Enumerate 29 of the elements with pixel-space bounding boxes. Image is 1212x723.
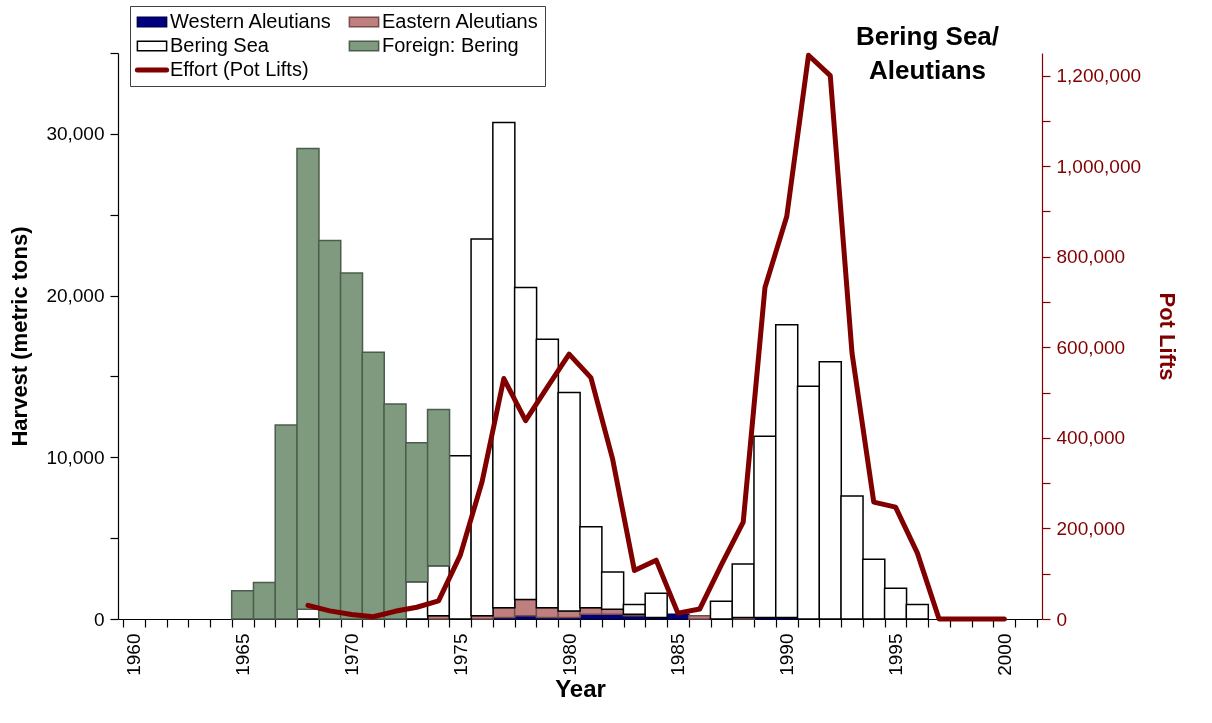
x-tick-label: 1975 — [449, 633, 471, 676]
y-tick-label: 10,000 — [46, 446, 105, 468]
y2-tick-label: 1,200,000 — [1056, 65, 1142, 87]
y-tick-label: 30,000 — [46, 123, 105, 145]
y2-tick-label: 800,000 — [1056, 246, 1126, 268]
y2-tick-label: 400,000 — [1056, 427, 1126, 449]
x-tick-label: 1960 — [123, 633, 145, 676]
legend-label: Foreign: Bering — [382, 34, 519, 56]
y2-tick-label: 600,000 — [1056, 336, 1126, 358]
legend-label: Western Aleutians — [170, 10, 331, 32]
y-tick-label: 20,000 — [46, 285, 105, 307]
x-axis-title: Year — [555, 674, 606, 702]
legend-label: Eastern Aleutians — [382, 10, 538, 32]
x-tick-label: 1995 — [885, 633, 907, 676]
y2-tick-label: 200,000 — [1056, 517, 1126, 539]
legend-label: Bering Sea — [170, 34, 270, 56]
x-tick-label: 1970 — [341, 633, 362, 676]
legend-label: Effort (Pot Lifts) — [170, 58, 309, 80]
x-tick-label: 1985 — [667, 633, 689, 676]
x-tick-label: 2000 — [993, 633, 1015, 676]
y-tick-label: 0 — [93, 608, 105, 630]
y2-axis-title: Pot Lifts — [1155, 292, 1181, 381]
x-tick-label: 1990 — [776, 633, 798, 676]
y2-tick-label: 1,000,000 — [1056, 155, 1142, 177]
y2-tick-label: 0 — [1056, 608, 1068, 630]
x-tick-label: 1965 — [232, 633, 254, 676]
chart-title: Bering Sea/ Aleutians — [855, 20, 1000, 85]
y-axis-title: Harvest (metric tons) — [7, 226, 33, 447]
x-tick-label: 1980 — [558, 633, 580, 676]
